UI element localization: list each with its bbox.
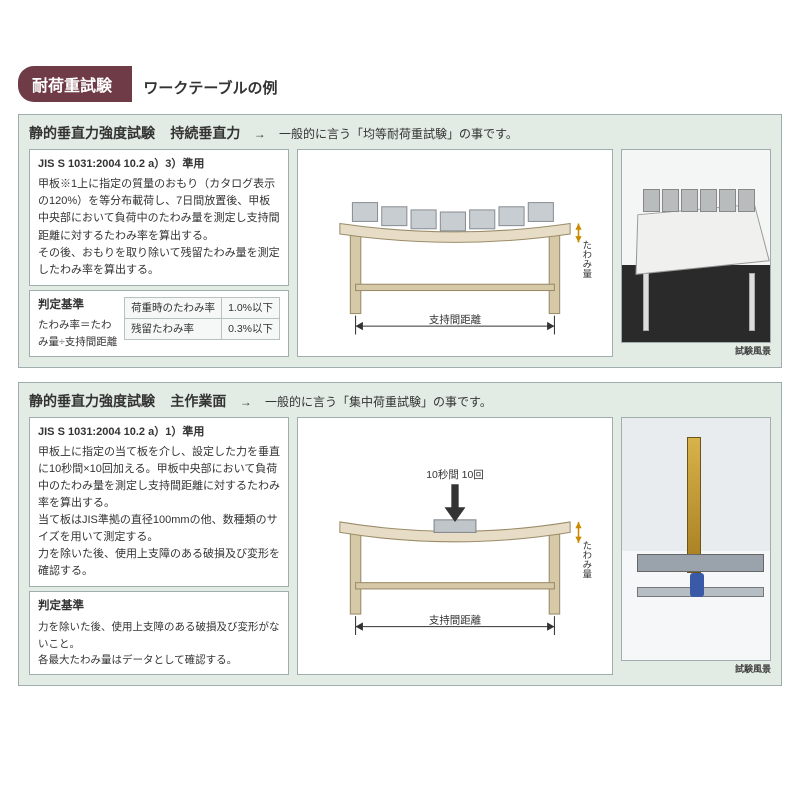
deflection-label: たわみ量 bbox=[581, 541, 592, 579]
load-label: 10秒間 10回 bbox=[426, 468, 484, 481]
arrow-icon: → bbox=[254, 127, 266, 141]
section-subtitle: 主作業面 bbox=[170, 393, 226, 409]
spec-box: JIS S 1031:2004 10.2 a）3）準用 甲板※1上に指定の質量の… bbox=[29, 149, 289, 285]
diagram-svg: 10秒間 10回 支持間距離 たわみ量 bbox=[298, 418, 612, 674]
test-photo-uniform bbox=[621, 149, 771, 343]
page-header: 耐荷重試験 ワークテーブルの例 bbox=[18, 66, 782, 104]
spec-body: 甲板※1上に指定の質量のおもり（カタログ表示の120%）を等分布載荷し、7日間放… bbox=[38, 176, 280, 278]
test-photo-concentrated bbox=[621, 417, 771, 661]
section-desc: 一般的に言う「集中荷重試験」の事です。 bbox=[265, 395, 492, 409]
spec-body: 甲板上に指定の当て板を介し、設定した力を垂直に10秒間×10回加える。甲板中央部… bbox=[38, 444, 280, 580]
section-concentrated-load: 静的垂直力強度試験 主作業面 → 一般的に言う「集中荷重試験」の事です。 JIS… bbox=[18, 382, 782, 686]
photo-caption: 試験風景 bbox=[621, 662, 771, 675]
section-title-row: 静的垂直力強度試験 主作業面 → 一般的に言う「集中荷重試験」の事です。 bbox=[29, 391, 771, 411]
criteria-title: 判定基準 bbox=[38, 598, 280, 616]
header-badge: 耐荷重試験 bbox=[18, 66, 132, 102]
span-label: 支持間距離 bbox=[429, 313, 482, 326]
section-subtitle: 持続垂直力 bbox=[170, 125, 240, 141]
criteria-box: 荷重時のたわみ率1.0%以下 残留たわみ率0.3%以下 判定基準 たわみ率＝たわ… bbox=[29, 290, 289, 357]
criteria-table: 荷重時のたわみ率1.0%以下 残留たわみ率0.3%以下 bbox=[124, 297, 280, 341]
criteria-body: 力を除いた後、使用上支障のある破損及び変形がないこと。 各最大たわみ量はデータと… bbox=[38, 619, 280, 668]
jis-ref: JIS S 1031:2004 10.2 a）1）準用 bbox=[38, 424, 280, 441]
photo-caption: 試験風景 bbox=[621, 344, 771, 357]
deflection-label: たわみ量 bbox=[581, 241, 592, 279]
section-title-row: 静的垂直力強度試験 持続垂直力 → 一般的に言う「均等耐荷重試験」の事です。 bbox=[29, 123, 771, 143]
section-desc: 一般的に言う「均等耐荷重試験」の事です。 bbox=[279, 127, 518, 141]
span-label: 支持間距離 bbox=[429, 613, 482, 626]
criteria-box: 判定基準 力を除いた後、使用上支障のある破損及び変形がないこと。 各最大たわみ量… bbox=[29, 591, 289, 675]
spec-box: JIS S 1031:2004 10.2 a）1）準用 甲板上に指定の当て板を介… bbox=[29, 417, 289, 587]
diagram-uniform: 支持間距離 たわみ量 bbox=[297, 149, 613, 357]
section-title: 静的垂直力強度試験 bbox=[29, 125, 155, 141]
section-title: 静的垂直力強度試験 bbox=[29, 393, 155, 409]
jis-ref: JIS S 1031:2004 10.2 a）3）準用 bbox=[38, 156, 280, 173]
section-uniform-load: 静的垂直力強度試験 持続垂直力 → 一般的に言う「均等耐荷重試験」の事です。 J… bbox=[18, 114, 782, 368]
header-subtitle: ワークテーブルの例 bbox=[143, 71, 277, 104]
diagram-svg: 支持間距離 たわみ量 bbox=[298, 150, 612, 356]
arrow-icon: → bbox=[240, 395, 252, 409]
diagram-concentrated: 10秒間 10回 支持間距離 たわみ量 bbox=[297, 417, 613, 675]
